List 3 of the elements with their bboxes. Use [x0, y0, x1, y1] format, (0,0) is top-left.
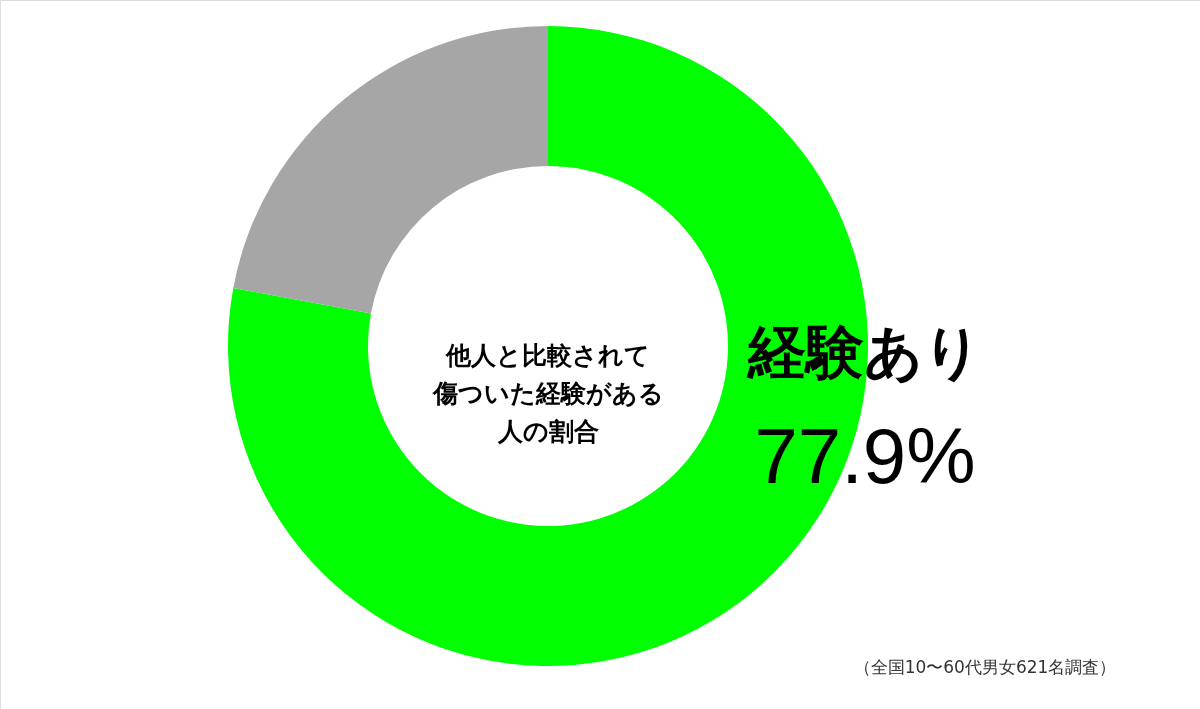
text: （全国10〜60代男女621名調査）: [853, 657, 1117, 677]
donut-slice: [233, 26, 548, 314]
text: 他人と比較されて傷ついた経験がある人の割合: [431, 341, 664, 446]
